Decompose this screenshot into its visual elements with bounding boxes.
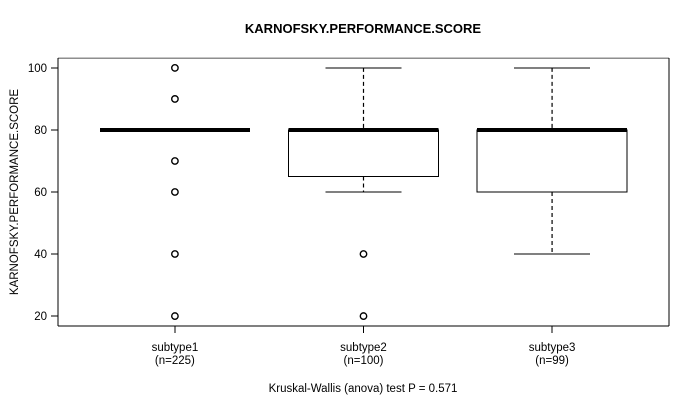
y-tick-label: 100 <box>28 63 47 75</box>
plot-area: 20 40 60 80 100 subtype1(n=225) subtype2(n=100… <box>28 57 670 367</box>
box <box>287 129 440 178</box>
outlier-point <box>359 312 368 320</box>
outlier-point <box>171 64 179 72</box>
group-sublabel: (n=225) <box>155 355 195 367</box>
y-tick-label: 40 <box>34 249 47 261</box>
group-label: subtype2 <box>340 342 387 354</box>
outlier-point <box>171 312 179 320</box>
group-sublabel: (n=100) <box>344 355 384 367</box>
y-tick-label: 80 <box>34 125 47 137</box>
box <box>476 129 628 193</box>
chart-title: KARNOFSKY.PERFORMANCE.SCORE <box>245 21 482 36</box>
y-tick-label: 60 <box>34 187 47 199</box>
outlier-point <box>359 250 368 258</box>
group-label: subtype3 <box>529 342 576 354</box>
outlier-point <box>171 157 179 165</box>
y-axis-label: KARNOFSKY.PERFORMANCE.SCORE <box>9 89 21 296</box>
outlier-point <box>171 188 179 196</box>
y-tick-label: 20 <box>34 311 47 323</box>
stat-test-caption: Kruskal-Wallis (anova) test P = 0.571 <box>269 383 458 395</box>
outlier-point <box>171 250 179 258</box>
outlier-point <box>171 95 179 103</box>
group-label: subtype1 <box>152 342 199 354</box>
group-sublabel: (n=99) <box>535 355 569 367</box>
